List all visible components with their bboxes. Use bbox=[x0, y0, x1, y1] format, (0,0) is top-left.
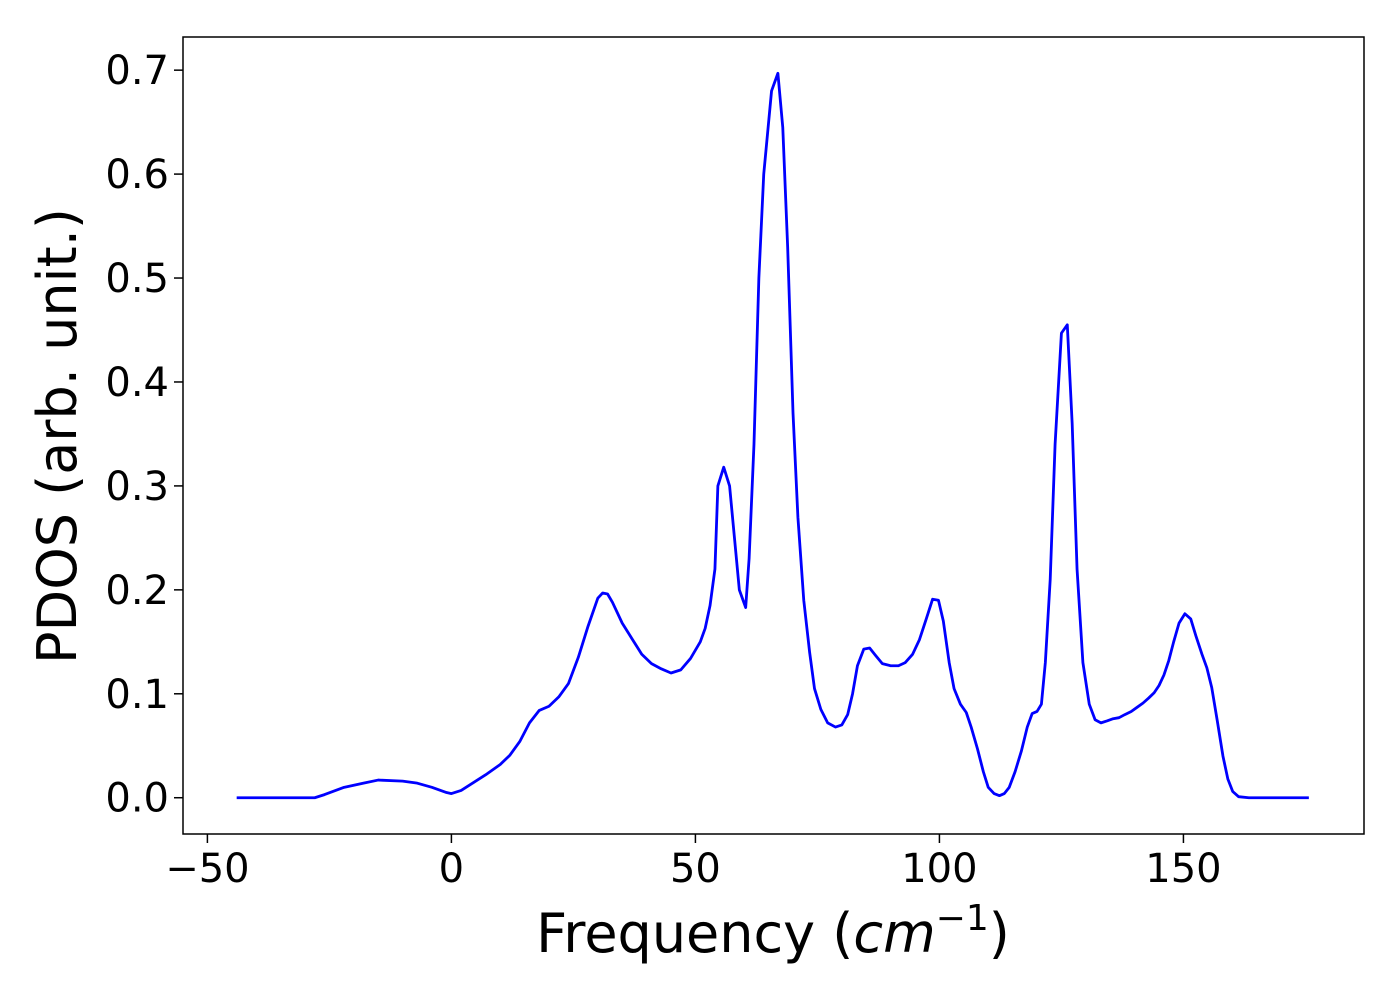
plot-frame bbox=[182, 36, 1365, 835]
x-axis-label: Frequency (cm−1) bbox=[536, 898, 1010, 965]
y-tick-label: 0.6 bbox=[105, 152, 169, 198]
x-label-close: ) bbox=[989, 902, 1010, 965]
x-tick-label: 150 bbox=[1145, 846, 1221, 892]
y-tick-label: 0.7 bbox=[105, 48, 169, 94]
x-tick-label: −50 bbox=[165, 846, 249, 892]
y-tick-label: 0.5 bbox=[105, 256, 169, 302]
x-label-exponent: −1 bbox=[936, 898, 989, 939]
x-tick-label: 50 bbox=[670, 846, 721, 892]
y-tick-label: 0.4 bbox=[105, 360, 169, 406]
x-tick-label: 100 bbox=[901, 846, 977, 892]
y-tick-label: 0.2 bbox=[105, 568, 169, 614]
x-tick-label: 0 bbox=[439, 846, 464, 892]
y-tick-label: 0.3 bbox=[105, 464, 169, 510]
y-axis-label: PDOS (arb. unit.) bbox=[26, 208, 89, 664]
x-label-unit: cm bbox=[853, 902, 935, 965]
x-label-text: Frequency ( bbox=[536, 902, 853, 965]
y-tick-label: 0.0 bbox=[105, 776, 169, 822]
line bbox=[236, 71, 1309, 800]
y-tick-label: 0.1 bbox=[105, 672, 169, 718]
